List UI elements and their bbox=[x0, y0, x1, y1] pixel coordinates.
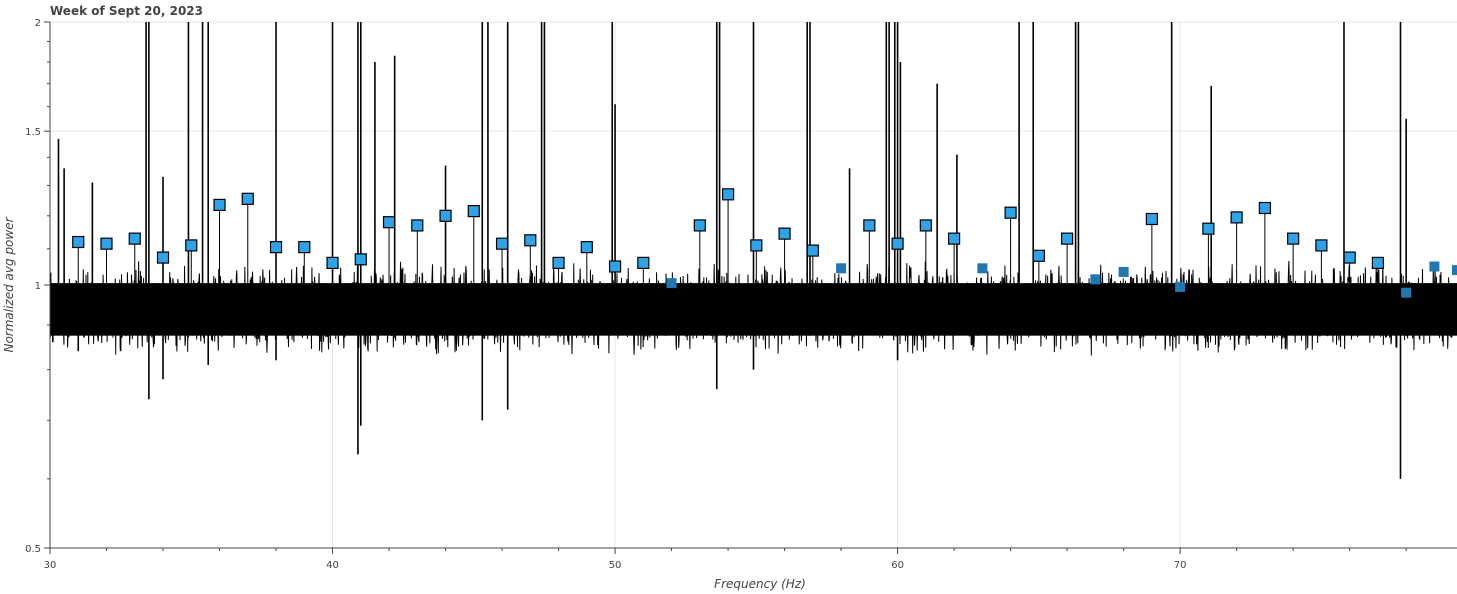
highlight-marker bbox=[411, 219, 424, 232]
marker-group bbox=[72, 188, 1457, 298]
highlight-marker bbox=[1287, 232, 1300, 245]
plain-marker bbox=[1175, 281, 1186, 292]
highlight-marker bbox=[1032, 249, 1045, 262]
plain-marker bbox=[1090, 274, 1101, 285]
highlight-marker bbox=[637, 256, 650, 269]
chart-title: Week of Sept 20, 2023 bbox=[50, 4, 203, 18]
highlight-marker bbox=[128, 232, 141, 245]
highlight-marker bbox=[863, 219, 876, 232]
highlight-marker bbox=[552, 256, 565, 269]
x-tick-label: 60 bbox=[891, 560, 904, 571]
plain-marker bbox=[1118, 266, 1129, 277]
y-tick-label: 2 bbox=[35, 18, 41, 29]
highlight-marker bbox=[891, 237, 904, 250]
plain-marker bbox=[836, 263, 847, 274]
highlight-marker bbox=[1315, 239, 1328, 252]
plain-marker bbox=[977, 263, 988, 274]
highlight-marker bbox=[467, 205, 480, 218]
highlight-marker bbox=[608, 260, 622, 273]
highlight-marker bbox=[1202, 222, 1215, 235]
highlight-marker bbox=[750, 239, 763, 252]
axes bbox=[44, 21, 1457, 554]
highlight-marker bbox=[524, 234, 537, 247]
x-axis-label: Frequency (Hz) bbox=[714, 577, 806, 591]
highlight-marker bbox=[354, 253, 367, 266]
highlight-marker bbox=[156, 251, 170, 264]
highlight-marker bbox=[326, 256, 339, 269]
highlight-marker bbox=[241, 192, 254, 205]
y-tick-label: 0.5 bbox=[25, 544, 41, 555]
highlight-marker bbox=[1371, 256, 1384, 269]
highlight-marker bbox=[1343, 251, 1356, 264]
highlight-marker bbox=[72, 235, 85, 249]
highlight-marker bbox=[213, 198, 226, 212]
highlight-marker bbox=[382, 216, 396, 229]
power-trace-group bbox=[49, 22, 1457, 479]
highlight-marker bbox=[269, 241, 283, 254]
highlight-marker bbox=[185, 239, 198, 252]
highlight-marker bbox=[1061, 232, 1074, 245]
highlight-marker bbox=[1004, 206, 1017, 219]
y-tick-labels: 0.5 1 1.5 2 bbox=[25, 18, 41, 555]
highlight-marker bbox=[721, 188, 735, 201]
highlight-marker bbox=[919, 219, 932, 232]
highlight-marker bbox=[580, 241, 593, 254]
x-tick-label: 30 bbox=[44, 560, 57, 571]
plain-marker bbox=[1401, 287, 1412, 298]
x-tick-label: 40 bbox=[326, 560, 339, 571]
y-tick-label: 1 bbox=[35, 281, 41, 292]
x-tick-label: 70 bbox=[1174, 560, 1187, 571]
x-tick-labels: 30 40 50 60 70 bbox=[44, 560, 1187, 571]
plain-marker bbox=[666, 278, 677, 289]
highlight-marker bbox=[1145, 212, 1158, 226]
plain-marker bbox=[1452, 265, 1457, 276]
plain-marker bbox=[1429, 261, 1440, 272]
highlight-marker bbox=[1230, 211, 1243, 224]
highlight-marker bbox=[947, 232, 961, 245]
x-tick-label: 50 bbox=[609, 560, 622, 571]
highlight-marker bbox=[100, 237, 113, 250]
highlight-marker bbox=[1258, 201, 1271, 215]
highlight-marker bbox=[778, 227, 791, 240]
highlight-marker bbox=[439, 209, 452, 222]
y-tick-label: 1.5 bbox=[25, 127, 41, 138]
highlight-marker bbox=[693, 219, 706, 232]
highlight-marker bbox=[806, 244, 819, 257]
highlight-marker bbox=[495, 237, 509, 250]
y-axis-label: Normalized avg power bbox=[2, 216, 16, 352]
highlight-marker bbox=[298, 241, 311, 254]
